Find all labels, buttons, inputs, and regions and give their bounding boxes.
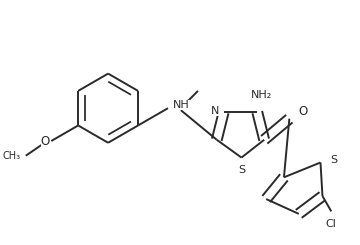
- Text: S: S: [238, 165, 245, 175]
- Text: S: S: [330, 155, 337, 165]
- Text: NH: NH: [173, 100, 190, 110]
- Text: O: O: [298, 105, 308, 118]
- Text: O: O: [41, 135, 50, 147]
- Text: Cl: Cl: [326, 219, 337, 229]
- Text: NH₂: NH₂: [251, 90, 272, 100]
- Text: CH₃: CH₃: [3, 151, 21, 161]
- Text: N: N: [211, 106, 220, 116]
